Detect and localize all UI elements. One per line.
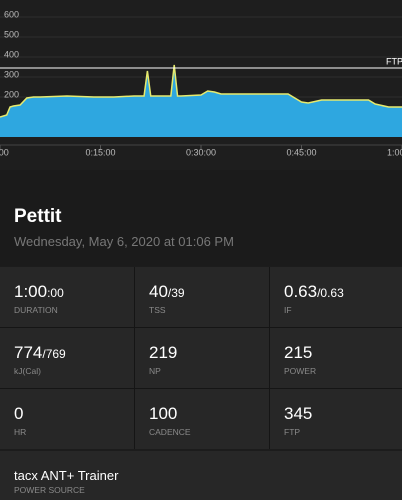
stat-value-group: 40/39 [149, 282, 185, 302]
stat-value-group: 1:00:00 [14, 282, 64, 302]
stat-suffix: /0.63 [317, 286, 344, 300]
stat-cell: 0.63/0.63 IF [270, 267, 402, 327]
stat-value-group: 100 [149, 404, 177, 424]
y-tick-label: 600 [4, 9, 19, 19]
stat-label: IF [284, 305, 292, 315]
stat-suffix: /39 [167, 286, 185, 300]
stat-value: 0 [14, 404, 24, 423]
x-tick-label: 0:30:00 [186, 147, 216, 157]
stat-label: DURATION [14, 305, 58, 315]
x-tick-label: 0:45:00 [286, 147, 316, 157]
stat-suffix: /769 [42, 347, 66, 361]
stat-value: tacx ANT+ Trainer [14, 468, 119, 483]
stat-value-group: 345 [284, 404, 312, 424]
workout-date: Wednesday, May 6, 2020 at 01:06 PM [14, 234, 234, 249]
y-tick-label: 300 [4, 69, 19, 79]
stat-cell: 100 CADENCE [135, 389, 269, 449]
power-line [0, 64, 402, 118]
stat-cell: 1:00:00 DURATION [0, 267, 134, 327]
power-source: tacx ANT+ Trainer POWER SOURCE [0, 451, 402, 500]
stat-value: 0.63 [284, 282, 318, 301]
x-tick-label: 1:00:00 [387, 147, 402, 157]
stats-grid: 1:00:00 DURATION 40/39 TSS 0.63/0.63 IF 774/76… [0, 267, 402, 449]
stat-cell: 774/769 kJ(Cal) [0, 328, 134, 388]
ftp-label: FTP [386, 56, 402, 66]
stat-value: 219 [149, 343, 178, 362]
stat-value-group: 219 [149, 343, 177, 363]
power-chart: 200 300 400 500 600 0:00 0:15:00 0:30:00 0:45:00… [0, 0, 402, 170]
stat-value-group: 215 [284, 343, 312, 363]
stat-label: TSS [149, 305, 166, 315]
stat-value: 774 [14, 343, 43, 362]
stat-value: 215 [284, 343, 313, 362]
stat-label: POWER [284, 366, 317, 376]
stat-suffix: :00 [47, 286, 64, 300]
stat-value-group: 774/769 [14, 343, 66, 363]
stat-cell: 345 FTP [270, 389, 402, 449]
stat-cell: 219 NP [135, 328, 269, 388]
stat-cell: 215 POWER [270, 328, 402, 388]
power-area [0, 65, 402, 137]
y-tick-label: 200 [4, 89, 19, 99]
stat-label: FTP [284, 427, 301, 437]
stat-label: CADENCE [149, 427, 191, 437]
stat-label: POWER SOURCE [14, 485, 85, 495]
stat-label: HR [14, 427, 27, 437]
stat-cell: 40/39 TSS [135, 267, 269, 327]
stat-value: 345 [284, 404, 313, 423]
x-tick-label: 0:15:00 [85, 147, 115, 157]
stat-value: 100 [149, 404, 178, 423]
header: Pettit Wednesday, May 6, 2020 at 01:06 P… [0, 170, 402, 266]
stat-value-group: 0 [14, 404, 23, 424]
stat-value: 40 [149, 282, 168, 301]
workout-title: Pettit [14, 206, 62, 227]
y-tick-label: 400 [4, 49, 19, 59]
x-tick-label: 0:00 [0, 147, 9, 157]
stat-value-group: 0.63/0.63 [284, 282, 344, 302]
stat-label: NP [149, 366, 161, 376]
stat-label: kJ(Cal) [14, 366, 41, 376]
stat-cell: 0 HR [0, 389, 134, 449]
stat-value: 1:00 [14, 282, 48, 301]
y-tick-label: 500 [4, 29, 19, 39]
